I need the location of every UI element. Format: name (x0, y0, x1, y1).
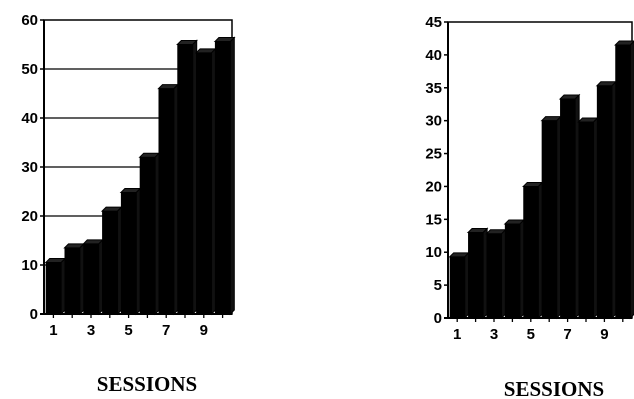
bar (157, 83, 180, 316)
bar (466, 227, 489, 320)
y-tick-label: 20 (425, 178, 442, 195)
bar (503, 218, 526, 320)
y-tick-label: 30 (21, 159, 38, 176)
y-tick-label: 60 (21, 12, 38, 29)
bar-front (64, 247, 80, 314)
bar-front (120, 192, 137, 314)
x-tick-label: 3 (87, 322, 95, 339)
bar (540, 115, 562, 320)
bar-front (177, 44, 193, 314)
x-tick-label: 9 (600, 326, 608, 343)
bar (176, 39, 198, 316)
x-tick-label: 7 (162, 322, 170, 339)
bar (194, 47, 217, 316)
bar-front (615, 45, 631, 319)
bar (558, 93, 581, 320)
bar-front (139, 157, 156, 314)
bar-front (560, 98, 576, 319)
x-tick-label: 3 (490, 326, 498, 343)
y-tick-label: 45 (425, 14, 442, 31)
bar (100, 205, 123, 316)
y-tick-label: 10 (21, 257, 38, 274)
chart-1: 0 10 20 30 40 50 60 1 3 5 7 9 SESSIONS (21, 12, 236, 396)
bar-front (578, 121, 594, 318)
y-tick-label: 25 (425, 146, 442, 163)
x-tick-label: 5 (124, 322, 132, 339)
bar-top (614, 40, 634, 46)
bar-front (541, 120, 557, 319)
bar-front (468, 232, 484, 318)
bar (138, 151, 161, 316)
bar-front (45, 262, 62, 314)
x-tick-label: 7 (563, 326, 571, 343)
x-axis-title: SESSIONS (97, 372, 197, 396)
y-tick-label: 40 (21, 110, 38, 127)
bar (522, 181, 544, 320)
bar-front (449, 256, 465, 318)
bar-front (504, 223, 520, 318)
y-tick-label: 0 (30, 306, 38, 323)
bar-front (486, 233, 502, 318)
bar-side (229, 36, 235, 316)
y-tick-label: 10 (425, 244, 442, 261)
x-axis-title: SESSIONS (504, 377, 604, 399)
bar (119, 187, 142, 316)
bar (485, 228, 507, 320)
y-tick-label: 15 (425, 211, 442, 228)
x-tick-label: 9 (200, 322, 208, 339)
bar (213, 36, 236, 316)
bar-front (596, 85, 612, 318)
y-tick-label: 40 (425, 47, 442, 64)
bar-front (214, 41, 231, 315)
y-tick-label: 35 (425, 80, 442, 97)
bar-front (523, 186, 539, 318)
y-tick-label: 5 (434, 277, 442, 294)
bar-front (102, 211, 118, 314)
bar-side (629, 40, 634, 320)
x-tick-label: 5 (527, 326, 535, 343)
y-tick-label: 30 (425, 113, 442, 130)
bar (44, 257, 67, 316)
y-tick-label: 0 (434, 310, 442, 327)
bar (63, 242, 86, 316)
bar (448, 251, 470, 320)
bar (614, 40, 634, 320)
bar-front (196, 52, 212, 315)
bar-front (158, 88, 174, 314)
y-tick-label: 20 (21, 208, 38, 225)
y-tick-label: 50 (21, 61, 38, 78)
bar (577, 116, 599, 320)
bar-front (83, 243, 99, 314)
x-tick-label: 1 (49, 322, 57, 339)
bar (82, 238, 104, 316)
bar (595, 80, 618, 320)
x-tick-label: 1 (453, 326, 461, 343)
